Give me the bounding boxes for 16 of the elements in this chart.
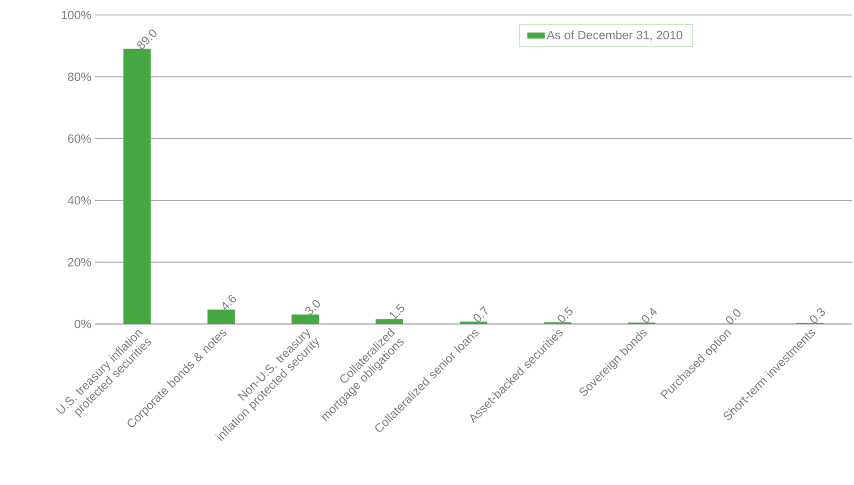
legend-label: As of December 31, 2010: [546, 30, 682, 41]
y-tick-label: 40%: [68, 196, 92, 205]
data-label: 1.5: [390, 304, 404, 320]
data-label: 0.4: [642, 308, 657, 323]
data-label: 0.0: [726, 309, 741, 324]
data-label: 4.6: [222, 294, 236, 310]
data-label: 0.7: [474, 306, 488, 322]
y-tick-label: 60%: [68, 134, 92, 143]
data-label: 89.0: [137, 29, 157, 50]
data-label: 0.3: [810, 308, 825, 323]
data-label: 3.0: [305, 300, 320, 315]
y-tick-label: 80%: [68, 72, 92, 82]
y-tick-label: 100%: [62, 10, 92, 20]
y-tick-label: 20%: [68, 258, 92, 266]
data-label: 0.5: [558, 306, 573, 322]
y-tick-label: 0%: [74, 320, 92, 328]
